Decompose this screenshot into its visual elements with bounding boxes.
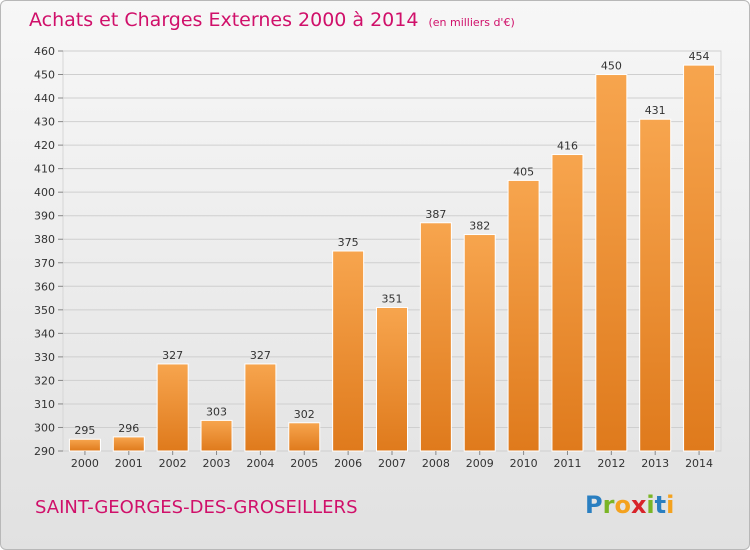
- bar-2002: [156, 363, 189, 452]
- bar-2000: [68, 438, 101, 452]
- y-tick-label: 370: [34, 257, 55, 270]
- bar-value-label: 327: [162, 349, 183, 362]
- bar-2010: [507, 179, 540, 452]
- logo-letter: i: [646, 491, 655, 519]
- bar-2001: [112, 436, 145, 452]
- bar-2007: [376, 306, 408, 452]
- bar-chart: 290 300 310 320 330 340 350 360 370 380 390 400 410 4…: [34, 45, 722, 470]
- bar-value-label: 450: [601, 60, 622, 73]
- bar-value-label: 387: [425, 208, 446, 221]
- x-tick-label: 2006: [334, 457, 362, 470]
- y-tick-label: 390: [34, 210, 55, 223]
- y-tick-label: 420: [34, 139, 55, 152]
- x-tick-label: 2013: [641, 457, 669, 470]
- bar-2009: [463, 234, 496, 452]
- y-tick-label: 410: [34, 163, 55, 176]
- bar-2003: [200, 419, 233, 452]
- y-tick-label: 320: [34, 374, 55, 387]
- bar-2006: [332, 250, 365, 452]
- logo-letter: t: [654, 491, 667, 519]
- x-tick-label: 2008: [422, 457, 450, 470]
- x-tick-label: 2005: [290, 457, 318, 470]
- bar-value-label: 405: [513, 165, 534, 178]
- bar-value-label: 327: [250, 349, 271, 362]
- bar-value-label: 416: [557, 140, 578, 153]
- logo-letter: x: [630, 491, 647, 519]
- bar-2012: [595, 74, 628, 452]
- logo-letter: P: [585, 491, 603, 519]
- y-tick-label: 300: [34, 421, 55, 434]
- y-tick-label: 460: [34, 45, 55, 58]
- bar-value-labels: 295 296 327 303 327 302 375 351 387 382 405 416 450 4…: [74, 50, 709, 437]
- logo-letter: i: [666, 491, 675, 519]
- bar-2005: [288, 422, 321, 452]
- x-tick-label: 2009: [466, 457, 494, 470]
- title-text: Achats et Charges Externes 2000 à 2014: [29, 9, 419, 31]
- bar-2013: [639, 118, 672, 452]
- bar-value-label: 454: [689, 50, 710, 63]
- y-tick-label: 360: [34, 280, 55, 293]
- bar-value-label: 295: [74, 424, 95, 437]
- x-tick-label: 2012: [597, 457, 625, 470]
- bar-2004: [244, 363, 277, 452]
- x-tick-label: 2000: [71, 457, 99, 470]
- commune-name: SAINT-GEORGES-DES-GROSEILLERS: [35, 497, 358, 518]
- bar-value-label: 302: [294, 408, 315, 421]
- chart-title: Achats et Charges Externes 2000 à 2014 (e…: [29, 9, 515, 31]
- bar-value-label: 303: [206, 405, 227, 418]
- y-tick-label: 430: [34, 116, 55, 129]
- y-tick-label: 310: [34, 398, 55, 411]
- y-tick-label: 350: [34, 304, 55, 317]
- title-unit: (en milliers d'€): [428, 16, 515, 29]
- x-tick-label: 2011: [553, 457, 581, 470]
- bar-value-label: 375: [338, 236, 359, 249]
- y-axis-ticks: 290 300 310 320 330 340 350 360 370 380 390 400 410 4…: [34, 45, 55, 458]
- bars: [68, 64, 716, 452]
- bar-value-label: 382: [469, 220, 490, 233]
- x-tick-label: 2007: [378, 457, 406, 470]
- x-tick-label: 2004: [246, 457, 274, 470]
- x-axis-ticks: 2000 2001 2002 2003 2004 2005 2006 2007 2008 2009…: [71, 451, 713, 470]
- y-tick-label: 380: [34, 233, 55, 246]
- x-tick-label: 2001: [115, 457, 143, 470]
- y-tick-label: 290: [34, 445, 55, 458]
- bar-value-label: 296: [118, 422, 139, 435]
- y-tick-label: 330: [34, 351, 55, 364]
- bar-2011: [551, 154, 584, 452]
- y-tick-label: 400: [34, 186, 55, 199]
- x-tick-label: 2014: [685, 457, 713, 470]
- logo-letter: r: [602, 491, 615, 519]
- y-tick-label: 340: [34, 327, 55, 340]
- x-tick-label: 2003: [203, 457, 231, 470]
- x-tick-label: 2010: [510, 457, 538, 470]
- bar-value-label: 351: [382, 292, 403, 305]
- bar-value-label: 431: [645, 104, 666, 117]
- y-tick-label: 450: [34, 69, 55, 82]
- bar-2014: [683, 64, 716, 452]
- proxiti-logo: Proxiti: [585, 491, 674, 519]
- bar-2008: [419, 222, 452, 452]
- x-tick-label: 2002: [159, 457, 187, 470]
- logo-letter: o: [614, 491, 631, 519]
- y-tick-label: 440: [34, 92, 55, 105]
